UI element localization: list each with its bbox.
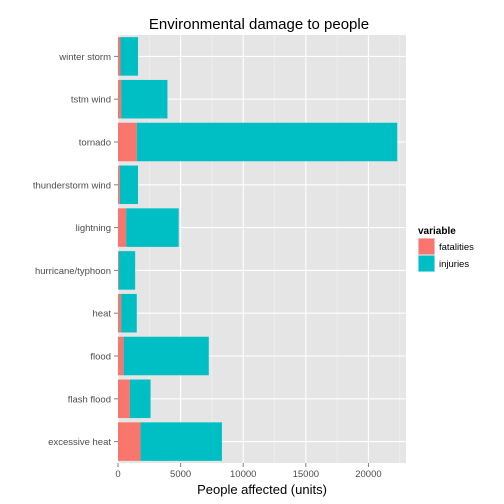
legend-label-fatalities: fatalities [439,242,474,253]
y-tick-label: heat [93,309,112,320]
bar-thunderstorm-wind-fatalities [118,166,120,205]
bar-hurricane-typhoon-injuries [119,251,135,290]
y-tick-label: lightning [76,223,111,234]
y-tick-label: flood [90,352,111,363]
y-tick-label: flash flood [68,394,111,405]
bar-tstm-wind-injuries [121,80,167,119]
x-tick-label: 10000 [230,469,256,480]
x-tick-label: 5000 [170,469,191,480]
x-tick-label: 0 [115,469,120,480]
x-axis-title: People affected (units) [197,482,327,497]
bar-excessive-heat-fatalities [118,422,141,461]
legend-label-injuries: injuries [439,259,469,270]
legend-swatch-fatalities [419,239,435,255]
y-tick-label: thunderstorm wind [33,180,111,191]
y-tick-label: hurricane/typhoon [35,266,111,277]
bar-excessive-heat-injuries [141,422,222,461]
bar-heat-fatalities [118,294,121,333]
bar-lightning-injuries [126,208,179,247]
bar-winter-storm-injuries [121,37,139,76]
bar-tstm-wind-fatalities [118,80,121,119]
legend-swatch-injuries [419,256,435,272]
bar-thunderstorm-wind-injuries [120,166,138,205]
bar-heat-injuries [121,294,137,333]
legend: variable fatalities injuries [418,226,474,272]
x-axis: 0 5000 10000 15000 20000 [115,463,381,480]
bar-hurricane-typhoon-fatalities [118,251,119,290]
legend-title: variable [418,226,456,237]
bar-tornado-fatalities [118,123,137,162]
bar-flood-injuries [124,337,209,376]
bar-flood-fatalities [118,337,124,376]
y-tick-label: winter storm [58,52,111,63]
y-axis: winter storm tstm wind tornado thunderstorm… [33,52,118,448]
y-tick-label: tornado [79,138,111,149]
y-tick-label: tstm wind [71,95,111,106]
chart-title: Environmental damage to people [149,16,369,33]
x-tick-label: 20000 [355,469,381,480]
x-tick-label: 15000 [293,469,319,480]
bar-lightning-fatalities [118,208,126,247]
bar-flash-flood-injuries [130,380,151,419]
bar-tornado-injuries [137,123,397,162]
bar-flash-flood-fatalities [118,380,130,419]
y-tick-label: excessive heat [48,437,111,448]
bar-winter-storm-fatalities [118,37,121,76]
